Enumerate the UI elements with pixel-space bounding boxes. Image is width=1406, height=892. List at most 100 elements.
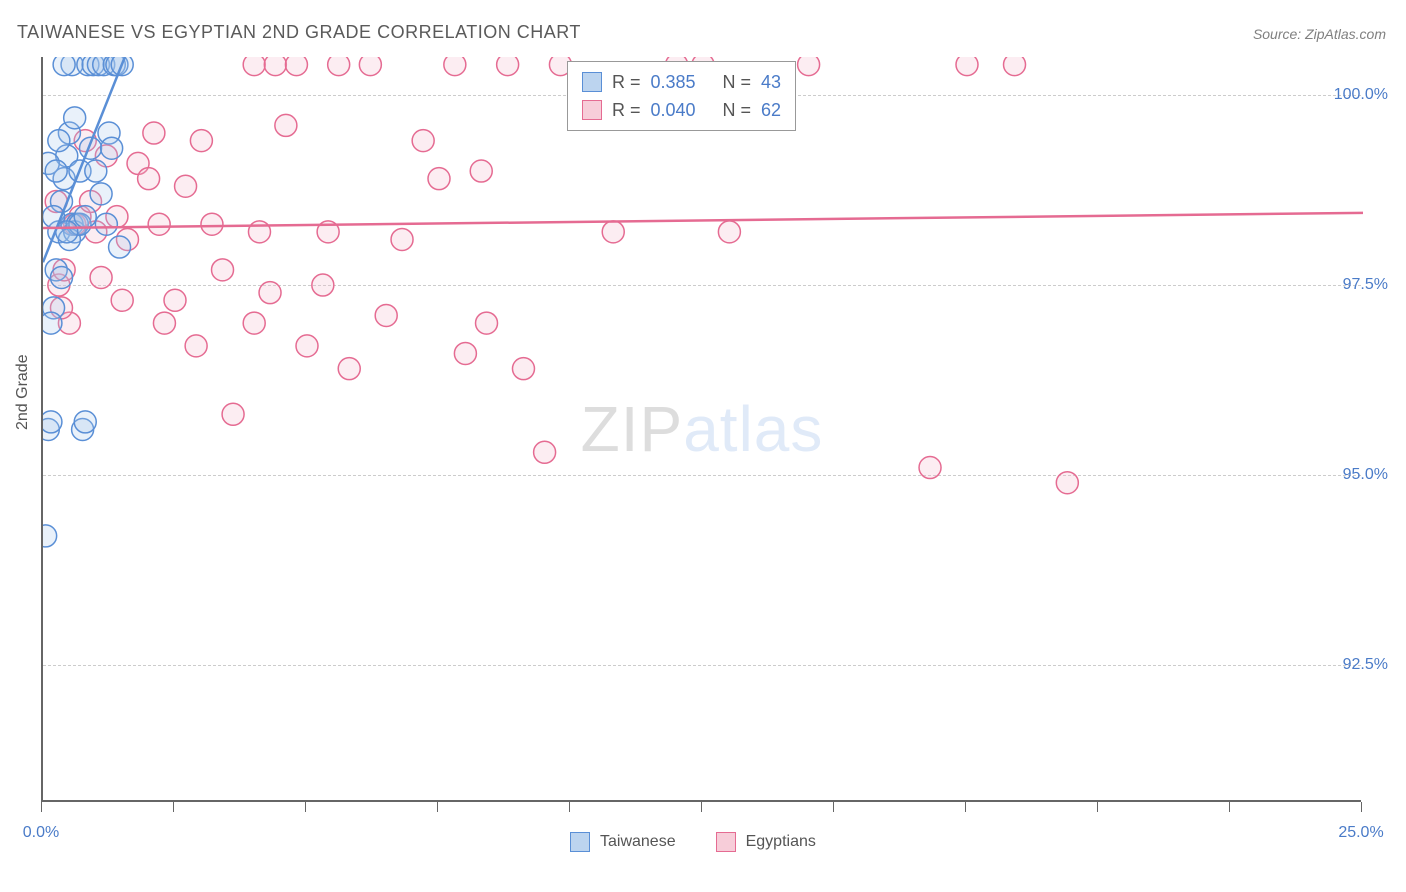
x-tick bbox=[1361, 802, 1362, 812]
watermark-part1: ZIP bbox=[581, 393, 684, 465]
legend-item-taiwanese[interactable]: Taiwanese bbox=[570, 832, 676, 852]
x-tick bbox=[569, 802, 570, 812]
legend-label: Taiwanese bbox=[600, 833, 676, 851]
taiwanese-point bbox=[106, 57, 128, 76]
egyptians-point bbox=[328, 57, 350, 76]
taiwanese-point bbox=[85, 160, 107, 182]
egyptians-point bbox=[248, 221, 270, 243]
egyptians-point bbox=[64, 213, 86, 235]
egyptians-point bbox=[143, 122, 165, 144]
taiwanese-point bbox=[93, 57, 115, 76]
taiwanese-swatch bbox=[582, 72, 602, 92]
taiwanese-point bbox=[53, 168, 75, 190]
taiwanese-point bbox=[43, 525, 57, 547]
r-value: 0.385 bbox=[651, 72, 713, 93]
taiwanese-point bbox=[43, 312, 62, 334]
x-tick-label: 0.0% bbox=[23, 824, 59, 842]
egyptians-point bbox=[243, 312, 265, 334]
egyptians-point bbox=[243, 57, 265, 76]
r-value: 0.040 bbox=[651, 100, 713, 121]
taiwanese-point bbox=[64, 107, 86, 129]
taiwanese-trendline bbox=[43, 57, 125, 262]
egyptians-point bbox=[470, 160, 492, 182]
x-tick bbox=[965, 802, 966, 812]
egyptians-point bbox=[798, 57, 820, 76]
legend-item-egyptians[interactable]: Egyptians bbox=[716, 832, 816, 852]
taiwanese-point bbox=[48, 221, 70, 243]
taiwanese-point bbox=[80, 137, 102, 159]
chart-title: TAIWANESE VS EGYPTIAN 2ND GRADE CORRELAT… bbox=[17, 22, 581, 43]
egyptians-point bbox=[201, 213, 223, 235]
egyptians-trendline bbox=[43, 213, 1363, 228]
y-tick-label: 95.0% bbox=[1343, 466, 1388, 484]
egyptians-point bbox=[50, 297, 72, 319]
egyptians-point bbox=[74, 130, 96, 152]
taiwanese-point bbox=[58, 228, 80, 250]
egyptians-point bbox=[285, 57, 307, 76]
n-value: 62 bbox=[761, 100, 781, 121]
taiwanese-point bbox=[74, 411, 96, 433]
egyptians-point bbox=[275, 114, 297, 136]
egyptians-point bbox=[153, 312, 175, 334]
egyptians-point bbox=[212, 259, 234, 281]
taiwanese-point bbox=[56, 145, 78, 167]
source-attribution: Source: ZipAtlas.com bbox=[1253, 26, 1386, 42]
egyptians-swatch bbox=[582, 100, 602, 120]
egyptians-point bbox=[391, 228, 413, 250]
egyptians-point bbox=[338, 358, 360, 380]
egyptians-point bbox=[138, 168, 160, 190]
x-tick-label: 25.0% bbox=[1338, 824, 1383, 842]
x-tick bbox=[833, 802, 834, 812]
taiwanese-point bbox=[87, 57, 109, 76]
egyptians-point bbox=[296, 335, 318, 357]
watermark-part2: atlas bbox=[683, 393, 823, 465]
taiwanese-point bbox=[61, 57, 83, 76]
egyptians-point bbox=[454, 342, 476, 364]
egyptians-point bbox=[148, 213, 170, 235]
taiwanese-point bbox=[48, 130, 70, 152]
n-value: 43 bbox=[761, 72, 781, 93]
n-label: N = bbox=[723, 100, 752, 121]
egyptians-point bbox=[1004, 57, 1026, 76]
taiwanese-point bbox=[111, 57, 133, 76]
egyptians-point bbox=[190, 130, 212, 152]
egyptians-point bbox=[116, 228, 138, 250]
egyptians-legend-swatch bbox=[716, 832, 736, 852]
plot-area: ZIPatlas bbox=[41, 57, 1361, 802]
taiwanese-point bbox=[43, 206, 65, 228]
watermark: ZIPatlas bbox=[581, 392, 824, 466]
taiwanese-point bbox=[82, 57, 104, 76]
x-tick bbox=[1229, 802, 1230, 812]
taiwanese-point bbox=[45, 259, 67, 281]
egyptians-point bbox=[497, 57, 519, 76]
egyptians-point bbox=[80, 190, 102, 212]
egyptians-point bbox=[956, 57, 978, 76]
egyptians-point bbox=[164, 289, 186, 311]
egyptians-point bbox=[718, 221, 740, 243]
egyptians-point bbox=[534, 441, 556, 463]
egyptians-point bbox=[127, 152, 149, 174]
taiwanese-point bbox=[43, 419, 59, 441]
taiwanese-point bbox=[58, 122, 80, 144]
taiwanese-point bbox=[53, 57, 75, 76]
egyptians-point bbox=[106, 206, 128, 228]
y-tick-label: 97.5% bbox=[1343, 276, 1388, 294]
x-tick bbox=[41, 802, 42, 812]
r-label: R = bbox=[612, 100, 641, 121]
egyptians-point bbox=[58, 312, 80, 334]
taiwanese-point bbox=[43, 411, 62, 433]
taiwanese-point bbox=[74, 206, 96, 228]
x-tick bbox=[701, 802, 702, 812]
egyptians-point bbox=[185, 335, 207, 357]
r-label: R = bbox=[612, 72, 641, 93]
taiwanese-point bbox=[45, 160, 67, 182]
taiwanese-point bbox=[101, 137, 123, 159]
taiwanese-point bbox=[69, 160, 91, 182]
egyptians-point bbox=[444, 57, 466, 76]
taiwanese-point bbox=[56, 221, 78, 243]
taiwanese-point bbox=[95, 213, 117, 235]
egyptians-point bbox=[85, 221, 107, 243]
egyptians-point bbox=[412, 130, 434, 152]
correlation-stats-box: R =0.385N =43R =0.040N =62 bbox=[567, 61, 796, 131]
x-tick bbox=[305, 802, 306, 812]
